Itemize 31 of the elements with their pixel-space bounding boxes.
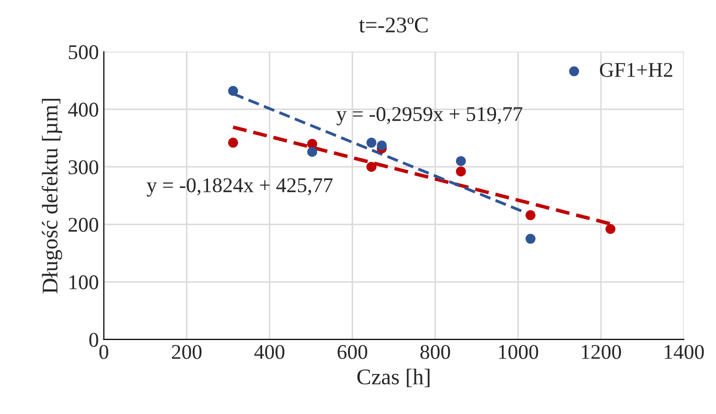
y-axis-title: Długość defektu [µm] bbox=[42, 98, 62, 294]
point bbox=[228, 86, 238, 96]
x-tick-label: 0 bbox=[99, 344, 108, 360]
point bbox=[228, 138, 238, 148]
y-tick-label: 200 bbox=[68, 218, 98, 232]
legend-label: GF1+H2 bbox=[600, 62, 672, 77]
point bbox=[456, 156, 466, 166]
y-tick-label: 0 bbox=[89, 332, 98, 347]
y-tick-label: 300 bbox=[68, 160, 98, 174]
x-tick-label: 200 bbox=[172, 344, 202, 360]
x-tick-label: 400 bbox=[254, 344, 284, 360]
chart-title: t=-23ºC bbox=[359, 18, 428, 33]
point bbox=[456, 166, 466, 176]
point bbox=[366, 138, 376, 148]
annotation: y = -0,1824x + 425,77 bbox=[146, 178, 333, 197]
x-axis-title: Czas [h] bbox=[357, 368, 430, 388]
annotation: y = -0,2959x + 519,77 bbox=[336, 107, 522, 126]
x-tick-label: 1000 bbox=[499, 344, 538, 360]
point bbox=[525, 210, 536, 220]
point bbox=[307, 146, 318, 157]
y-tick-label: 100 bbox=[70, 275, 98, 290]
point bbox=[376, 140, 387, 151]
point bbox=[366, 162, 376, 172]
x-tick-label: 1200 bbox=[582, 344, 621, 360]
point bbox=[605, 224, 616, 234]
x-tick-label: 1400 bbox=[664, 344, 704, 360]
x-tick-label: 600 bbox=[338, 344, 368, 360]
x-tick-label: 800 bbox=[420, 344, 450, 360]
y-tick-label: 400 bbox=[68, 102, 98, 117]
y-tick-label: 500 bbox=[68, 45, 98, 60]
point bbox=[525, 234, 536, 244]
